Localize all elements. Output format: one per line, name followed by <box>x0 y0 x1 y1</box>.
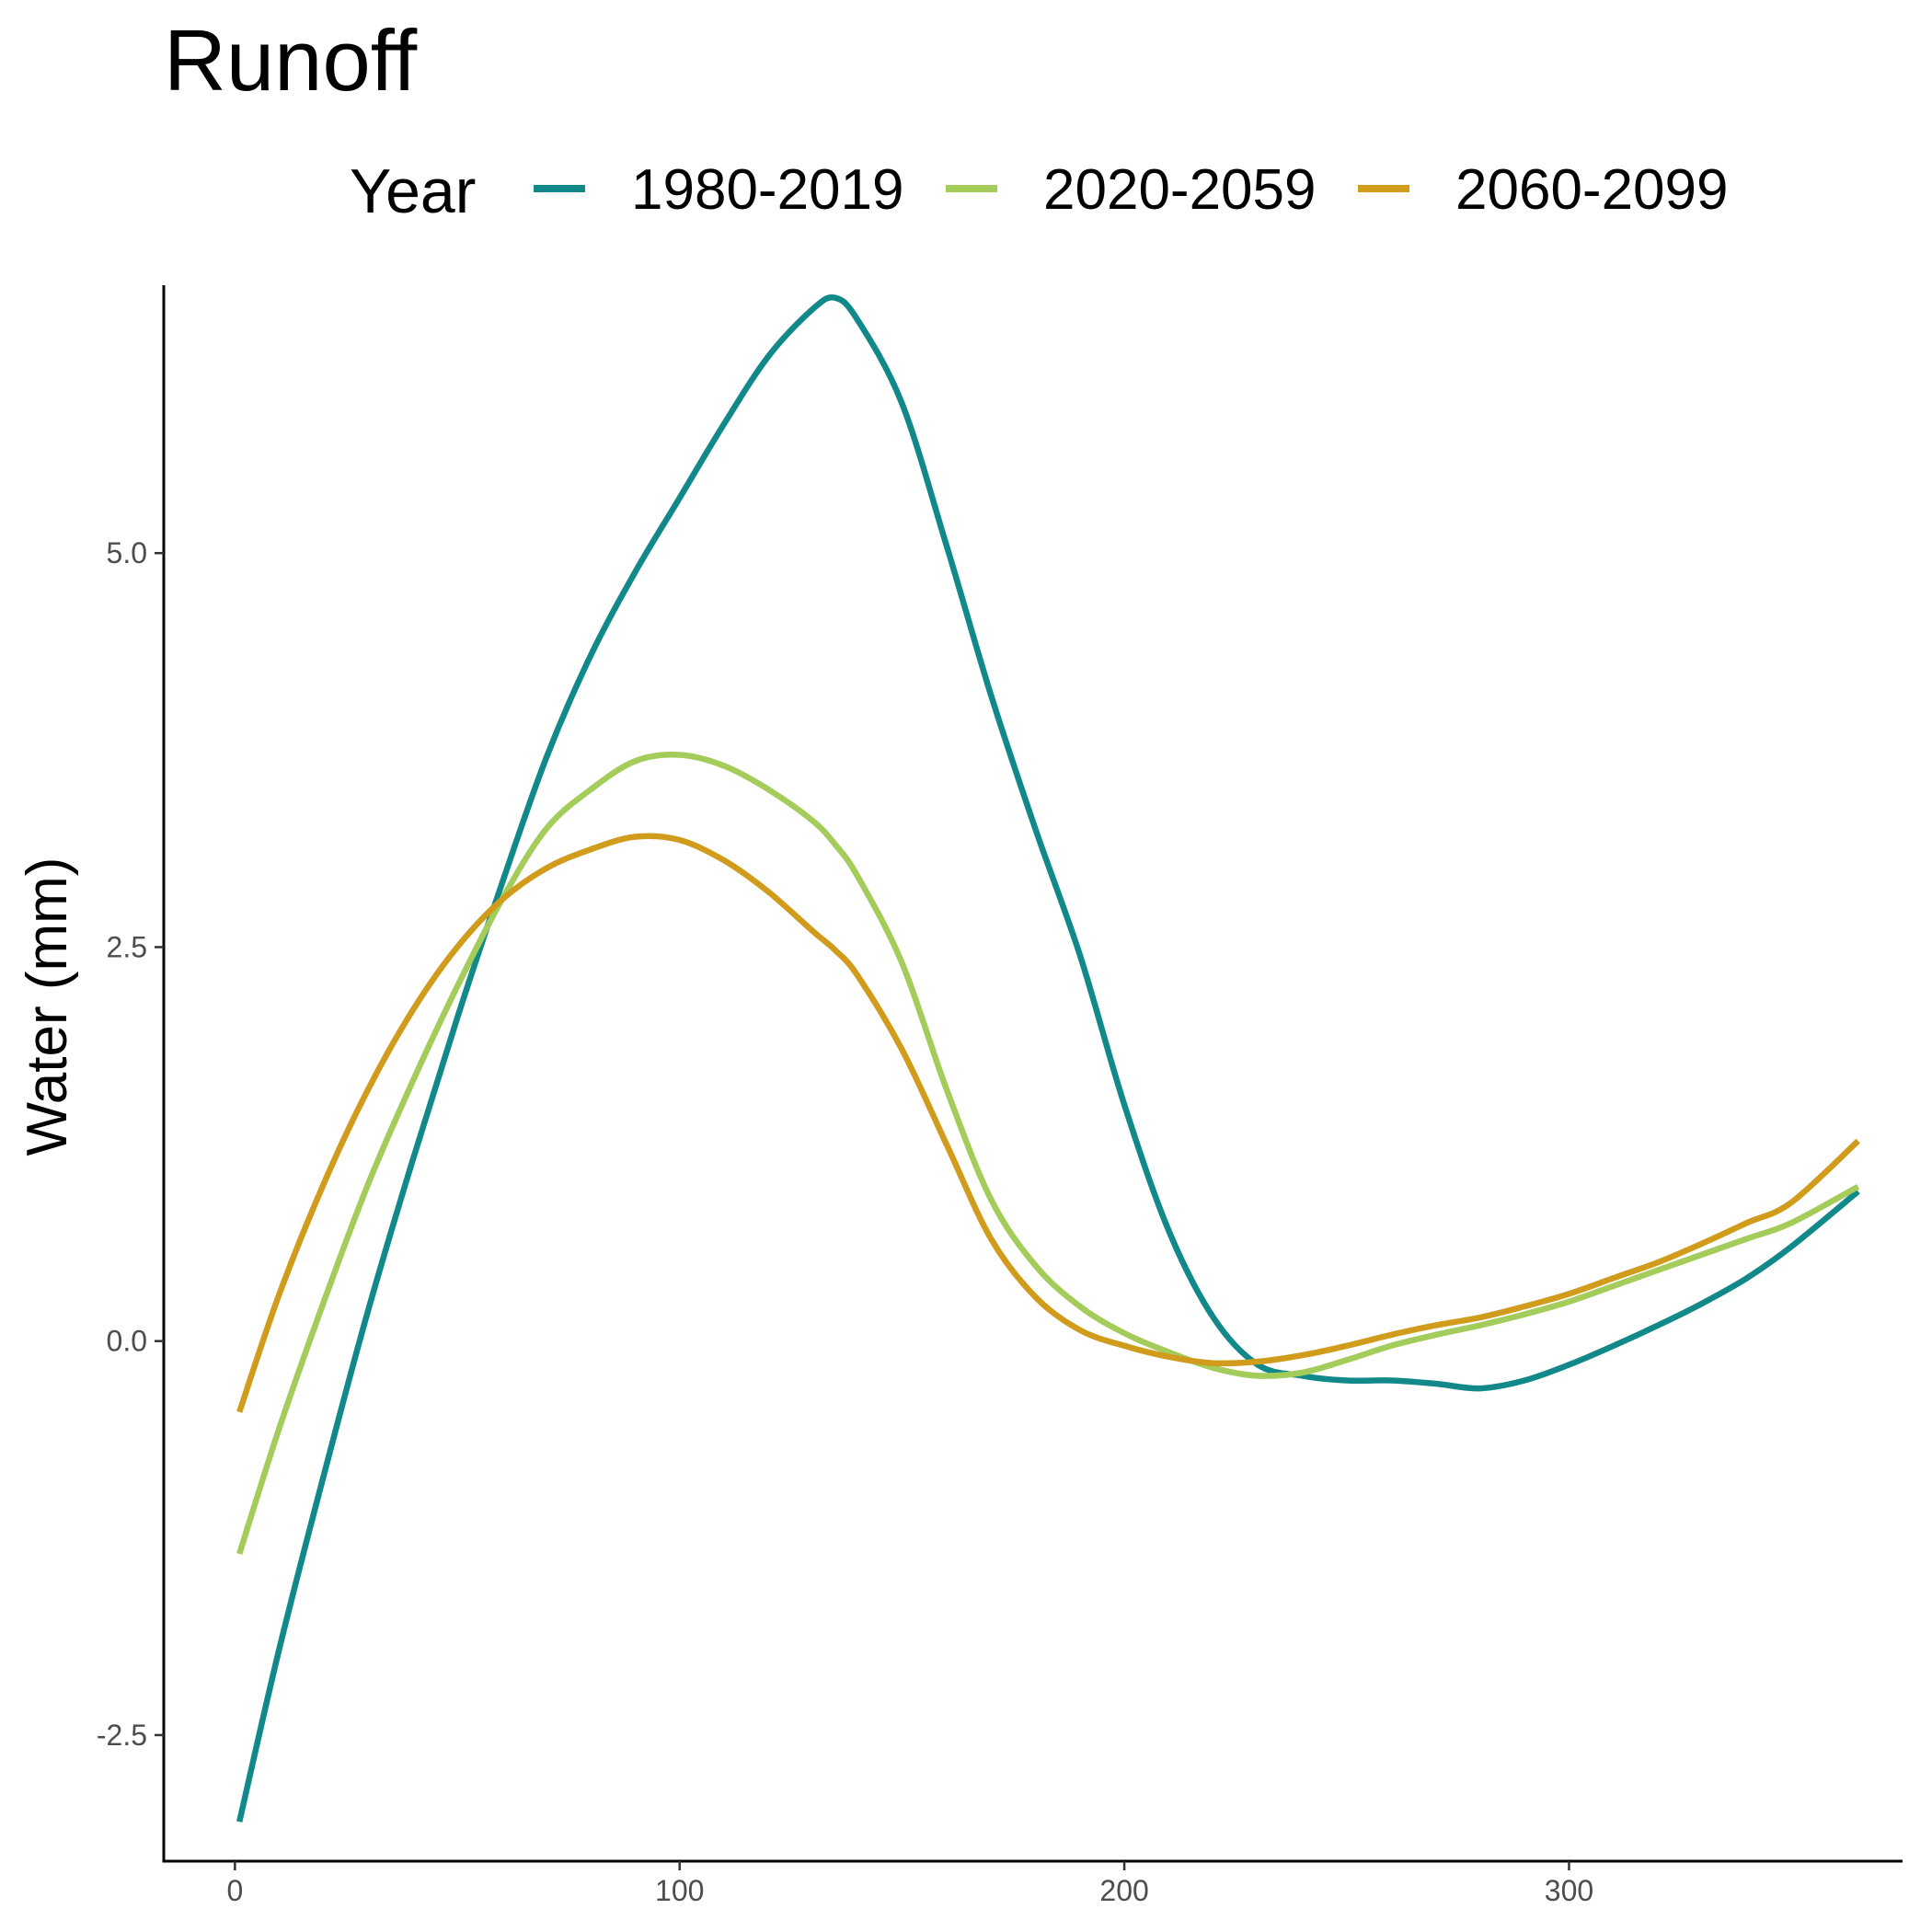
x-ticks: 0 100 200 300 <box>226 1861 1593 1907</box>
x-tick-label: 200 <box>1099 1874 1148 1907</box>
axes <box>162 285 1903 1863</box>
x-tick-label: 100 <box>655 1874 704 1907</box>
legend: Year 1980-2019 2020-2059 2060-2099 <box>350 156 1729 226</box>
legend-label-1980-2019: 1980-2019 <box>631 158 904 222</box>
legend-title: Year <box>350 156 476 226</box>
x-tick-label: 300 <box>1545 1874 1593 1907</box>
x-tick-label: 0 <box>226 1874 243 1907</box>
y-ticks: -2.5 0.0 2.5 5.0 <box>97 536 164 1752</box>
y-tick-label: 5.0 <box>107 536 147 569</box>
y-tick-label: 2.5 <box>107 930 147 963</box>
y-axis-label: Water (mm) <box>16 857 79 1156</box>
series-lines <box>236 293 1860 1823</box>
chart-title: Runoff <box>164 12 418 109</box>
series-line-2020-2059 <box>236 752 1860 1555</box>
series-line-1980-2019 <box>236 293 1860 1823</box>
y-tick-label: 0.0 <box>107 1325 147 1358</box>
legend-label-2060-2099: 2060-2099 <box>1455 158 1729 222</box>
legend-label-2020-2059: 2020-2059 <box>1043 158 1317 222</box>
series-line-2060-2099 <box>236 833 1860 1413</box>
y-tick-label: -2.5 <box>97 1719 147 1752</box>
